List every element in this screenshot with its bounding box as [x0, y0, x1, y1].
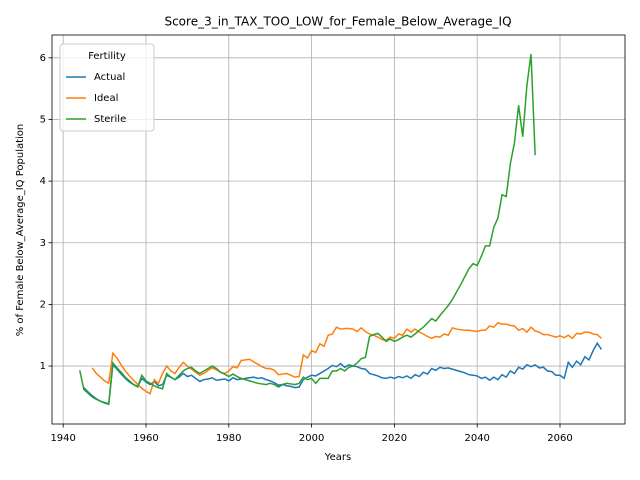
- ticks: 1940 1960 1980 2000 2020 2040 2060 1 2 3 4 5 6: [40, 53, 573, 444]
- y-tick-label: 1: [40, 361, 46, 372]
- legend: Fertility Actual Ideal Sterile: [59, 43, 155, 132]
- x-tick-label: 1980: [216, 433, 241, 444]
- x-tick-label: 2020: [382, 433, 407, 444]
- x-tick-label: 2040: [464, 433, 489, 444]
- legend-label: Actual: [94, 72, 125, 83]
- y-tick-label: 5: [40, 114, 46, 125]
- legend-box: [59, 43, 155, 132]
- plot-frame: [51, 34, 626, 425]
- plot-lines: [79, 54, 603, 406]
- x-tick-label: 2060: [547, 433, 572, 444]
- y-tick-label: 2: [40, 299, 46, 310]
- x-tick-label: 1960: [133, 433, 158, 444]
- legend-title: Fertility: [88, 51, 126, 62]
- y-tick-label: 3: [40, 238, 46, 249]
- legend-label: Sterile: [94, 114, 126, 125]
- y-axis-label: % of Female Below_Average_IQ Population: [15, 124, 26, 337]
- chart-title: Score_3_in_TAX_TOO_LOW_for_Female_Below_…: [164, 15, 511, 29]
- x-axis-label: Years: [324, 452, 351, 463]
- x-tick-label: 1940: [50, 433, 75, 444]
- y-tick-label: 4: [40, 176, 46, 187]
- y-tick-label: 6: [40, 53, 46, 64]
- grid: [52, 35, 625, 424]
- series-line: [91, 322, 602, 395]
- series-line: [79, 54, 536, 405]
- legend-label: Ideal: [94, 93, 118, 104]
- x-tick-label: 2000: [299, 433, 324, 444]
